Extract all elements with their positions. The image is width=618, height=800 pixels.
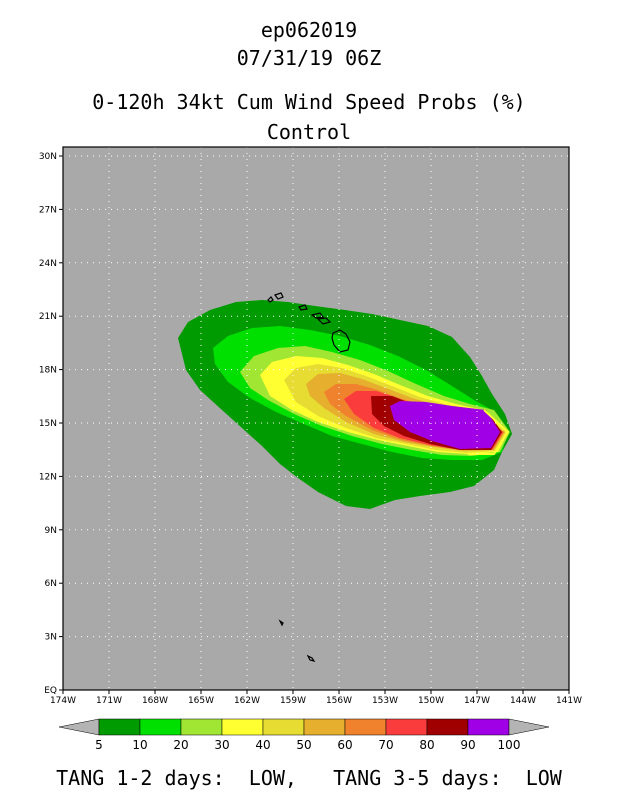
lon-label: 144W (510, 696, 536, 706)
lon-label: 162W (234, 696, 260, 706)
legend-swatch (426, 718, 469, 736)
legend-label: 70 (378, 738, 393, 752)
lat-label: 3N (45, 633, 57, 643)
lon-label: 153W (372, 696, 398, 706)
legend-swatch (467, 718, 510, 736)
contour-100 (398, 404, 496, 446)
legend-swatch (303, 718, 346, 736)
lat-label: 18N (39, 366, 57, 376)
color-legend: 5 10 20 30 40 50 60 70 80 90 100 (58, 718, 550, 752)
legend-swatch (180, 718, 223, 736)
lon-label: 147W (464, 696, 490, 706)
probability-map: 30N 27N 24N 21N 18N 15N 12N 9N 6N 3N EQ 174W 171W 16… (39, 146, 582, 752)
legend-label: 30 (214, 738, 229, 752)
longitude-axis: 174W 171W 168W 165W 162W 159W 156W 153W 150W 147W… (50, 690, 582, 706)
legend-label: 60 (337, 738, 352, 752)
legend-swatch (385, 718, 428, 736)
probability-contours (178, 292, 512, 662)
lat-label: 12N (39, 472, 57, 482)
forecast-datetime: 07/31/19 06Z (236, 46, 382, 70)
legend-swatch (344, 718, 387, 736)
lat-label: 21N (39, 312, 57, 322)
legend-label: 100 (498, 738, 521, 752)
legend-swatch (262, 718, 305, 736)
legend-label: 20 (173, 738, 188, 752)
hawaiian-islands (267, 292, 351, 662)
run-label: Control (266, 120, 352, 144)
lon-label: 174W (50, 696, 76, 706)
legend-label: 10 (132, 738, 147, 752)
legend-swatch (139, 718, 182, 736)
legend-label: 40 (255, 738, 270, 752)
lon-label: 150W (418, 696, 444, 706)
latitude-axis: 30N 27N 24N 21N 18N 15N 12N 9N 6N 3N EQ (39, 152, 63, 696)
lat-label: 9N (45, 526, 57, 536)
lon-label: 165W (188, 696, 214, 706)
lon-label: 168W (142, 696, 168, 706)
legend-label: 80 (419, 738, 434, 752)
lat-label: EQ (44, 686, 57, 696)
tang-summary: TANG 1-2 days: LOW, TANG 3-5 days: LOW (56, 766, 562, 790)
legend-underflow-arrow (58, 718, 100, 736)
legend-swatch (98, 718, 141, 736)
legend-label: 5 (95, 738, 103, 752)
map-frame (62, 146, 570, 691)
storm-id: ep062019 (260, 18, 358, 42)
lon-label: 141W (556, 696, 582, 706)
lat-label: 6N (45, 579, 57, 589)
lon-label: 171W (96, 696, 122, 706)
gridlines (63, 147, 569, 690)
legend-overflow-arrow (508, 718, 550, 736)
lat-label: 15N (39, 419, 57, 429)
legend-swatch (221, 718, 264, 736)
lon-label: 159W (280, 696, 306, 706)
legend-label: 90 (460, 738, 475, 752)
lat-label: 24N (39, 259, 57, 269)
product-title: 0-120h 34kt Cum Wind Speed Probs (%) (92, 90, 526, 114)
lat-label: 30N (39, 152, 57, 162)
lat-label: 27N (39, 205, 57, 215)
lon-label: 156W (326, 696, 352, 706)
contour-100-outline (468, 409, 510, 455)
legend-label: 50 (296, 738, 311, 752)
